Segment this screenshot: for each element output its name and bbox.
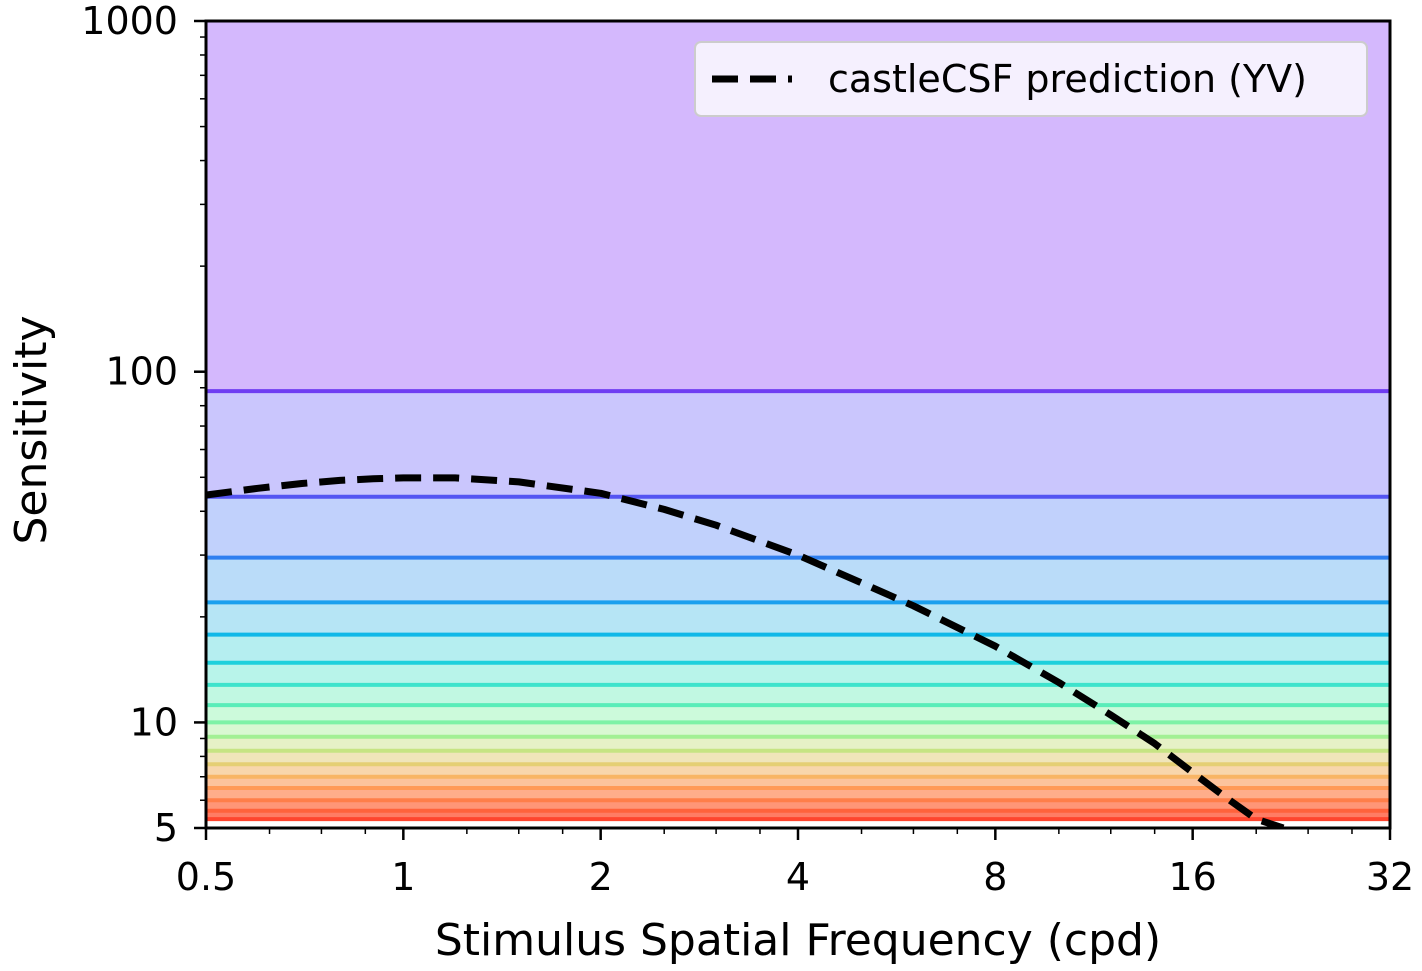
x-tick-label: 16 <box>1168 855 1216 899</box>
y-tick-label: 10 <box>130 700 178 744</box>
band-fill <box>206 776 1390 789</box>
band-fill <box>206 557 1390 603</box>
band-fill <box>206 496 1390 558</box>
band-fill <box>206 810 1390 820</box>
y-axis-label: Sensitivity <box>6 315 57 544</box>
y-tick-label: 100 <box>105 350 178 394</box>
legend-box <box>694 41 1368 117</box>
band-fill <box>206 634 1390 663</box>
x-tick-label: 0.5 <box>176 855 236 899</box>
contour-lines <box>206 389 1390 822</box>
band-fill <box>206 736 1390 751</box>
series-layer <box>206 474 1285 828</box>
band-fill <box>206 602 1390 635</box>
x-tick-label: 8 <box>983 855 1007 899</box>
legend-label-castlecsf: castleCSF prediction (YV) <box>828 57 1307 101</box>
y-axis: 5 10 100 1000 <box>81 0 206 850</box>
x-tick-label: 1 <box>391 855 415 899</box>
band-fill <box>206 391 1390 497</box>
x-axis-label: Stimulus Spatial Frequency (cpd) <box>435 915 1161 966</box>
x-tick-label: 4 <box>786 855 810 899</box>
x-tick-label: 32 <box>1366 855 1414 899</box>
background-bands <box>206 21 1390 820</box>
legend: castleCSF prediction (YV) <box>694 41 1368 117</box>
y-tick-label: 5 <box>154 806 178 850</box>
x-tick-label: 2 <box>589 855 613 899</box>
band-fill <box>206 800 1390 811</box>
y-tick-label: 1000 <box>81 0 178 43</box>
band-fill <box>206 705 1390 723</box>
band-fill <box>206 788 1390 801</box>
series-line-castlecsf <box>206 474 1285 828</box>
band-fill <box>206 722 1390 737</box>
band-fill <box>206 764 1390 777</box>
band-fill <box>206 662 1390 685</box>
x-axis: 0.5 1 2 4 8 16 32 <box>176 828 1414 899</box>
band-fill <box>206 684 1390 706</box>
band-fill <box>206 750 1390 765</box>
